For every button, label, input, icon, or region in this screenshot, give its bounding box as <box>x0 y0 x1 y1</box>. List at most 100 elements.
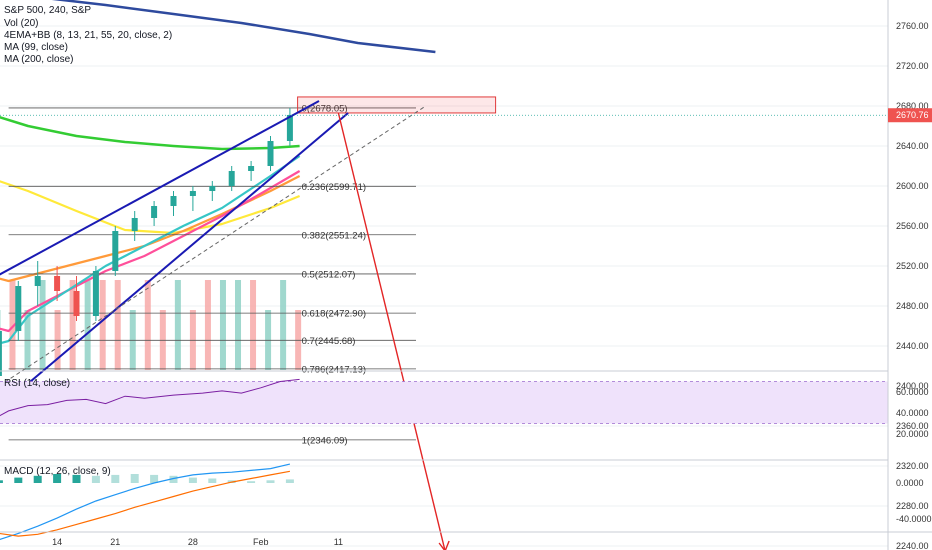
projection-arrow-head <box>438 540 450 550</box>
volume-bar <box>235 280 242 370</box>
fib-level-label: 0.236(2599.71) <box>302 182 366 193</box>
fib-level-label: 0.786(2417.13) <box>302 364 366 375</box>
volume-bar <box>174 280 181 370</box>
price-tick-label: 2720.00 <box>896 61 929 71</box>
rsi-band-fill <box>0 381 888 424</box>
macd-histogram-bar <box>72 474 81 483</box>
channel-middle-line <box>0 105 426 386</box>
time-tick-label: 28 <box>188 537 198 547</box>
last-price-label: 2670.76 <box>896 110 929 120</box>
fib-zero-zone <box>297 96 497 114</box>
candle-body <box>189 191 196 196</box>
price-tick-label: 2480.00 <box>896 301 929 311</box>
chart-title: S&P 500, 240, S&P <box>4 5 91 16</box>
macd-histogram-bar <box>91 475 100 483</box>
price-tick-label: 2280.00 <box>896 501 929 511</box>
volume-bar <box>99 280 106 370</box>
candle-body <box>112 231 119 271</box>
volume-bar <box>280 280 287 370</box>
price-tick-label: 2360.00 <box>896 421 929 431</box>
rsi-tick-label: 40.0000 <box>896 408 929 418</box>
fib-level-label: 1(2346.09) <box>302 435 348 446</box>
time-tick-label: 14 <box>52 537 62 547</box>
fib-level-label: 0.618(2472.90) <box>302 309 366 320</box>
price-tick-label: 2640.00 <box>896 141 929 151</box>
macd-histogram-bar <box>247 481 256 483</box>
candle-body <box>151 206 158 218</box>
candle-body <box>209 186 216 191</box>
candle-body <box>170 196 177 206</box>
macd-histogram-bar <box>208 478 217 483</box>
time-axis[interactable]: 26Dec10172420198142128Feb11 <box>0 537 343 547</box>
volume-bar <box>39 280 46 370</box>
time-tick-label: 11 <box>334 537 343 547</box>
candle-body <box>131 218 138 231</box>
candle-body <box>228 171 235 186</box>
series-line <box>0 175 301 283</box>
price-axis[interactable]: 2760.00 2720.00 2680.00 2640.00 2600.00 2560.… <box>0 21 932 550</box>
projection-arrow-line <box>337 112 446 550</box>
series-line <box>0 155 301 345</box>
candlesticks <box>0 108 293 376</box>
series-line <box>0 170 301 333</box>
candle-body <box>54 276 61 291</box>
legend-4ema-bb: 4EMA+BB (8, 13, 21, 55, 20, close, 2) <box>4 30 172 41</box>
macd-histogram-bar <box>130 474 139 483</box>
candle-body <box>73 291 80 316</box>
candle-body <box>0 331 2 376</box>
series-line <box>51 0 436 54</box>
volume-bar <box>84 280 91 370</box>
price-tick-label: 2680.00 <box>896 101 929 111</box>
fib-level-label: 0(2678.05) <box>302 103 348 114</box>
price-tick-label: 2240.00 <box>896 541 929 550</box>
volume-bars <box>0 280 302 370</box>
macd-tick-label: 0.0000 <box>896 478 924 488</box>
macd-histogram-bar <box>33 475 42 483</box>
macd-series-line <box>0 463 291 540</box>
time-tick-label: Feb <box>253 537 269 547</box>
rsi-line <box>0 378 300 417</box>
rsi-tick-label: 60.0000 <box>896 387 929 397</box>
volume-bar <box>144 280 151 370</box>
volume-bar <box>9 280 16 370</box>
macd-lines <box>0 463 291 540</box>
candle-body <box>248 166 255 171</box>
macd-tick-label: -40.0000 <box>896 514 932 524</box>
candle-body <box>286 115 293 141</box>
rsi-band <box>0 381 888 424</box>
macd-histogram-bar <box>266 480 275 483</box>
candle-body <box>92 271 99 316</box>
legend-ma-99: MA (99, close) <box>4 42 68 53</box>
volume-bar <box>69 280 76 370</box>
price-tick-label: 2520.00 <box>896 261 929 271</box>
rsi-title: RSI (14, close) <box>4 378 70 389</box>
price-tick-label: 2760.00 <box>896 21 929 31</box>
macd-histogram-bar <box>111 474 120 483</box>
macd-series-line <box>0 470 291 537</box>
candle-body <box>34 276 41 286</box>
macd-pane[interactable]: MACD (12, 26, close, 9) <box>0 463 294 543</box>
rsi-series-line <box>0 378 300 417</box>
volume-bar <box>219 280 226 370</box>
macd-title: MACD (12, 26, close, 9) <box>4 466 111 477</box>
volume-bar <box>204 280 211 370</box>
rsi-pane[interactable]: RSI (14, close) <box>0 378 888 435</box>
volume-bar <box>114 280 121 370</box>
last-price-tag <box>888 108 932 123</box>
time-tick-label: 21 <box>110 537 120 547</box>
candle-body <box>267 141 274 166</box>
price-tick-label: 2400.00 <box>896 381 929 391</box>
macd-histogram-bar <box>188 477 197 483</box>
legend-vol: Vol (20) <box>4 18 38 29</box>
price-legend: S&P 500, 240, S&P Vol (20) 4EMA+BB (8, 1… <box>4 5 172 65</box>
price-tick-label: 2320.00 <box>896 461 929 471</box>
macd-histogram-bar <box>14 477 23 483</box>
candle-body <box>15 286 22 331</box>
macd-histogram-bar <box>285 479 294 483</box>
price-tick-label: 2440.00 <box>896 341 929 351</box>
macd-histogram-bar <box>169 475 178 483</box>
rsi-tick-label: 20.0000 <box>896 429 929 439</box>
